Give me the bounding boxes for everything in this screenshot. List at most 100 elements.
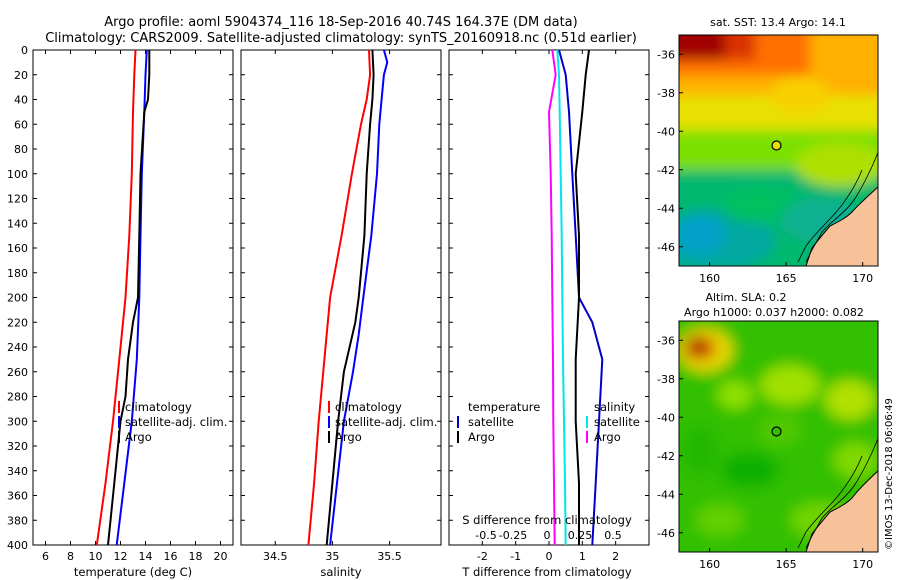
series-line-satellite-adj-clim- xyxy=(329,49,389,546)
temperature-series xyxy=(95,49,151,546)
depth-tick-label: 320 xyxy=(7,440,28,453)
map-y-tick-label: -36 xyxy=(657,48,675,61)
depth-tick-label: 180 xyxy=(7,267,28,280)
series-line-satellite-adj-clim- xyxy=(115,49,148,546)
legend-s-satellite: satellite xyxy=(594,415,640,429)
legend-argo: Argo xyxy=(125,430,152,444)
legend-argo: Argo xyxy=(335,430,362,444)
series-line-climatology xyxy=(95,49,137,546)
legend-title-salinity: salinity xyxy=(594,400,635,414)
sst-map-frame xyxy=(678,34,879,267)
x-tick-label: 34.5 xyxy=(263,550,288,563)
depth-contour xyxy=(797,455,863,549)
depth-tick-label: 280 xyxy=(7,391,28,404)
depth-tick-label: 120 xyxy=(7,193,28,206)
map-x-tick-label: 160 xyxy=(699,558,720,571)
x-tick-label: 12 xyxy=(114,550,128,563)
series-line-argo xyxy=(325,49,375,546)
legend-title-temperature: temperature xyxy=(468,400,540,414)
series-line-climatology xyxy=(307,49,372,546)
map-x-tick-label: 165 xyxy=(776,272,797,285)
sla-map xyxy=(679,321,878,552)
legend-climatology: climatology xyxy=(125,400,192,414)
depth-tick-label: 220 xyxy=(7,316,28,329)
map-x-tick-label: 170 xyxy=(852,558,873,571)
difference-xlabel: T difference from climatology xyxy=(461,565,632,579)
legend-t-satellite: satellite xyxy=(468,415,514,429)
sst-map-title: sat. SST: 13.4 Argo: 14.1 xyxy=(710,16,846,29)
credit-text: ©IMOS 13-Dec-2018 06:06:49 xyxy=(884,398,895,550)
s-diff-tick-label: -0.5 xyxy=(475,529,496,542)
depth-tick-label: 60 xyxy=(14,118,28,131)
difference-legend-temperature: temperature satellite Argo xyxy=(457,400,540,444)
depth-contour xyxy=(797,169,863,263)
salinity-panel-frame xyxy=(240,49,442,546)
depth-tick-label: 340 xyxy=(7,465,28,478)
sla-map-axes: 160 165 170 -36 -38 -40 -42 -44 -46 xyxy=(657,334,873,571)
map-y-tick-label: -46 xyxy=(657,527,675,540)
depth-tick-label: 240 xyxy=(7,341,28,354)
temperature-legend: climatology satellite-adj. clim. Argo xyxy=(118,400,227,444)
map-y-tick-label: -42 xyxy=(657,450,675,463)
s-difference-label: S difference from climatology xyxy=(462,513,632,527)
map-y-tick-label: -42 xyxy=(657,164,675,177)
x-tick-label: 0 xyxy=(546,550,553,563)
x-tick-label: 2 xyxy=(612,550,619,563)
x-tick-label: 8 xyxy=(67,550,74,563)
s-diff-tick-label: -0.25 xyxy=(499,529,527,542)
legend-s-argo: Argo xyxy=(594,430,621,444)
map-y-tick-label: -46 xyxy=(657,241,675,254)
x-tick-label: 14 xyxy=(139,550,153,563)
sst-map xyxy=(679,35,878,266)
depth-tick-label: 260 xyxy=(7,366,28,379)
depth-tick-label: 360 xyxy=(7,490,28,503)
x-tick-label: 1 xyxy=(579,550,586,563)
x-tick-label: 18 xyxy=(189,550,203,563)
legend-climatology: climatology xyxy=(335,400,402,414)
salinity-series xyxy=(307,49,389,546)
depth-tick-label: 400 xyxy=(7,539,28,552)
map-x-tick-label: 160 xyxy=(699,272,720,285)
depth-tick-label: 0 xyxy=(21,44,28,57)
x-tick-label: 35.5 xyxy=(377,550,402,563)
map-y-tick-label: -38 xyxy=(657,87,675,100)
depth-tick-label: 200 xyxy=(7,292,28,305)
panel-ticks: 6 8 10 12 14 16 18 20 34.5 35 35.5 -2 -1 0 1 2-0.5 -0.25… xyxy=(33,49,649,563)
x-tick-label: -1 xyxy=(510,550,521,563)
map-y-tick-label: -38 xyxy=(657,373,675,386)
series-line-s-satellite xyxy=(556,49,567,546)
x-tick-label: 20 xyxy=(214,550,228,563)
sla-map-title-1: Altim. SLA: 0.2 xyxy=(705,291,786,304)
map-y-tick-label: -40 xyxy=(657,125,675,138)
legend-satellite: satellite-adj. clim. xyxy=(125,415,227,429)
depth-contour xyxy=(805,151,878,263)
depth-tick-label: 40 xyxy=(14,94,28,107)
depth-tick-label: 380 xyxy=(7,514,28,527)
map-x-tick-label: 165 xyxy=(776,558,797,571)
s-diff-tick-label: 0 xyxy=(544,529,551,542)
depth-tick-label: 140 xyxy=(7,217,28,230)
depth-contour xyxy=(805,437,878,549)
legend-satellite: satellite-adj. clim. xyxy=(335,415,437,429)
argo-float-marker xyxy=(771,426,782,437)
map-y-tick-label: -44 xyxy=(657,488,675,501)
map-x-tick-label: 170 xyxy=(852,272,873,285)
x-tick-label: 16 xyxy=(164,550,178,563)
series-line-t-argo xyxy=(574,49,590,545)
sst-map-axes: 160 165 170 -36 -38 -40 -42 -44 -46 xyxy=(657,48,873,285)
depth-tick-label: 80 xyxy=(14,143,28,156)
map-y-tick-label: -40 xyxy=(657,411,675,424)
x-tick-label: -2 xyxy=(477,550,488,563)
argo-float-marker xyxy=(771,140,782,151)
x-tick-label: 6 xyxy=(42,550,49,563)
temperature-xlabel: temperature (deg C) xyxy=(74,565,192,579)
series-line-argo xyxy=(107,50,151,546)
depth-tick-label: 160 xyxy=(7,242,28,255)
x-tick-label: 10 xyxy=(89,550,103,563)
difference-series xyxy=(547,49,604,546)
x-tick-label: 35 xyxy=(325,550,339,563)
depth-axis: 0 20 40 60 80 100 120 140 160 180 200 220 240 260 280 3… xyxy=(7,44,28,552)
s-diff-tick-label: 0.5 xyxy=(604,529,622,542)
depth-tick-label: 300 xyxy=(7,415,28,428)
